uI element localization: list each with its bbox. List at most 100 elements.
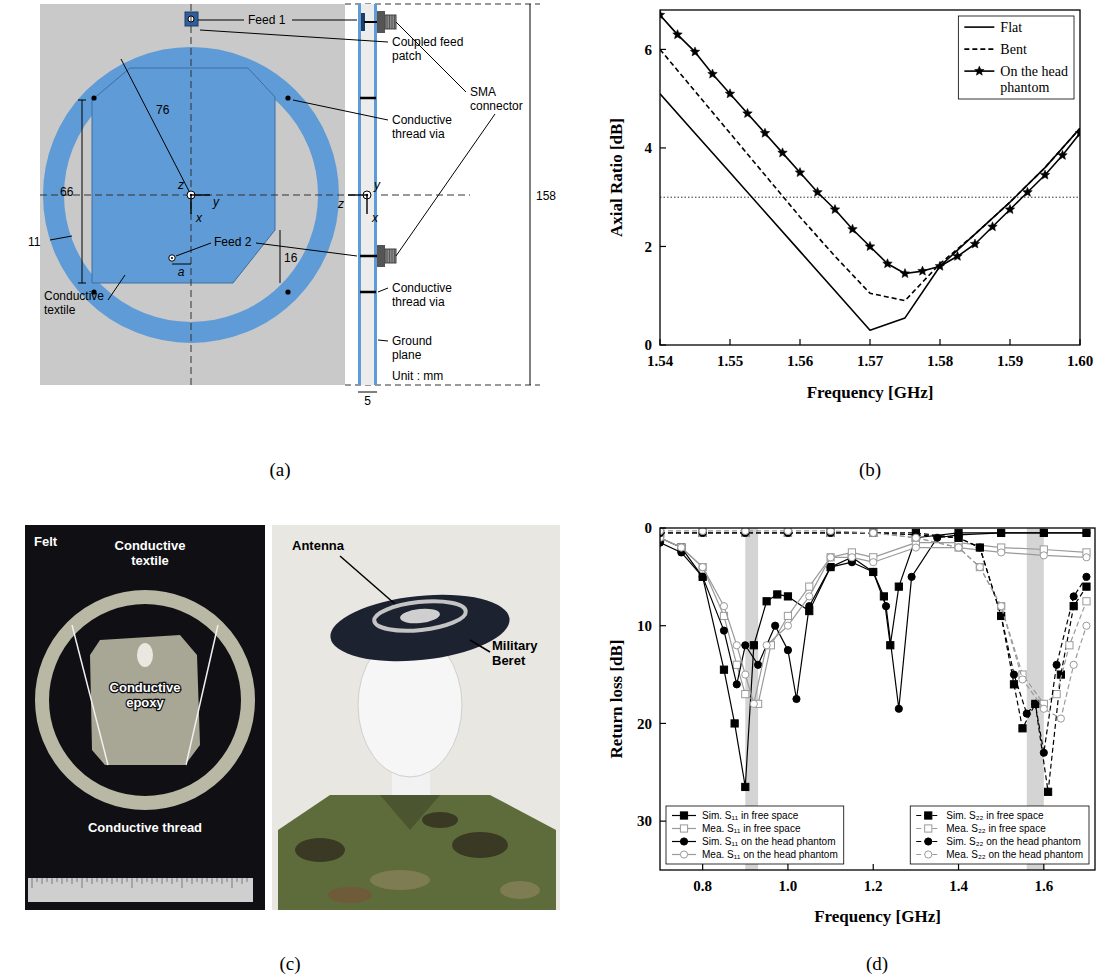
- data-point: [784, 593, 791, 600]
- felt-photo: [25, 525, 265, 910]
- dimension: 16: [284, 251, 298, 265]
- data-point: [763, 598, 770, 605]
- data-point: [690, 47, 700, 56]
- ruler-tick: [237, 878, 238, 882]
- patch: [92, 68, 275, 283]
- x-tick: [939, 339, 940, 345]
- data-point: [870, 568, 877, 575]
- plot-area: [660, 10, 1080, 330]
- ruler-tick: [77, 878, 78, 882]
- data-point: [865, 241, 875, 250]
- callout: Groundplane: [392, 334, 432, 362]
- data-point: [883, 259, 893, 268]
- photo-label: Conductiveepoxy: [110, 680, 181, 710]
- data-point: [1040, 705, 1047, 712]
- x-axis-title: Frequency [GHz]: [814, 907, 941, 926]
- data-point: [882, 603, 889, 610]
- data-point: [870, 568, 877, 575]
- text-line: textile: [131, 553, 169, 568]
- y-tick-label: 10: [637, 618, 652, 634]
- ruler-tick: [82, 878, 83, 888]
- data-point: [918, 266, 928, 275]
- ruler-tick: [37, 878, 38, 882]
- data-point: [1083, 622, 1090, 629]
- leader-line: [396, 114, 495, 256]
- series-line: [660, 533, 1086, 792]
- data-point: [998, 529, 1005, 536]
- data-point: [743, 108, 753, 117]
- photo-arrow: [470, 640, 490, 652]
- legend-box: [666, 806, 844, 864]
- data-point: [733, 642, 740, 649]
- y-tick-label: 20: [637, 716, 652, 732]
- data-point: [827, 563, 834, 570]
- data-point: [998, 603, 1005, 610]
- center-line: [40, 195, 470, 196]
- ruler-tick: [127, 878, 128, 882]
- text-line: textile: [44, 303, 76, 317]
- dimension: a: [178, 265, 185, 279]
- text-line: Feed 1: [248, 13, 286, 27]
- ruler-tick: [52, 878, 53, 884]
- x-tick: [702, 864, 703, 870]
- x-tick: [799, 339, 800, 345]
- legend-label: On the headphantom: [1000, 64, 1068, 95]
- feed-2-dot: [171, 257, 173, 259]
- leader-line: [293, 100, 388, 120]
- data-point: [699, 563, 706, 570]
- data-point: [720, 627, 727, 634]
- panel-label: (c): [279, 953, 300, 975]
- data-point: [733, 661, 740, 668]
- x-tick-label: 1.2: [864, 878, 883, 894]
- data-point: [784, 612, 791, 619]
- callout: Coupled feedpatch: [392, 35, 463, 63]
- camo-blotch: [295, 838, 345, 862]
- ruler-tick: [157, 878, 158, 882]
- data-point: [976, 563, 983, 570]
- text-line: Sim. S₁₁ on the head phantom: [702, 836, 836, 847]
- data-point: [827, 563, 834, 570]
- ruler-tick: [202, 878, 203, 884]
- data-point: [870, 559, 877, 566]
- y-tick-label: 0: [645, 337, 653, 353]
- panel-c: FeltConductivetextileConductiveepoxyCond…: [25, 525, 560, 975]
- data-point: [795, 168, 805, 177]
- side-probe: [360, 255, 377, 258]
- photo-epoxy: [137, 643, 153, 667]
- legend-label: Sim. S₂₂ on the head phantom: [946, 836, 1081, 847]
- data-point: [976, 544, 983, 551]
- dimension: 66: [60, 185, 74, 199]
- via-dot: [91, 95, 96, 100]
- ruler-tick: [152, 878, 153, 884]
- data-point: [742, 783, 749, 790]
- ruler-tick: [217, 878, 218, 882]
- legend-label: Sim. S₁₁ on the head phantom: [702, 836, 836, 847]
- data-point: [778, 148, 788, 157]
- ruler-tick: [147, 878, 148, 882]
- x-tick: [958, 864, 959, 870]
- data-point: [912, 534, 919, 541]
- data-point: [827, 528, 834, 535]
- uniform: [278, 795, 556, 910]
- sma-thread: [394, 249, 395, 263]
- dimension-line: [78, 100, 86, 101]
- data-point: [742, 528, 749, 535]
- legend-marker: [925, 825, 932, 832]
- dimension: 5: [364, 394, 371, 408]
- text-line: Bent: [1000, 42, 1027, 57]
- ruler-tick: [132, 878, 133, 888]
- ruler-tick: [62, 878, 63, 884]
- data-point: [678, 544, 685, 551]
- data-point: [1058, 150, 1068, 159]
- data-point: [848, 224, 858, 233]
- side-via: [360, 291, 376, 294]
- data-point: [998, 612, 1005, 619]
- text-line: patch: [392, 49, 421, 63]
- data-point: [830, 205, 840, 214]
- x-tick-label: 1.59: [997, 353, 1023, 369]
- leader-line: [108, 275, 125, 300]
- x-tick-label: 1.55: [717, 353, 743, 369]
- legend-swatch: [964, 26, 994, 28]
- photo-label: Conductivetextile: [115, 538, 186, 568]
- photo-label: MilitaryBeret: [492, 638, 538, 668]
